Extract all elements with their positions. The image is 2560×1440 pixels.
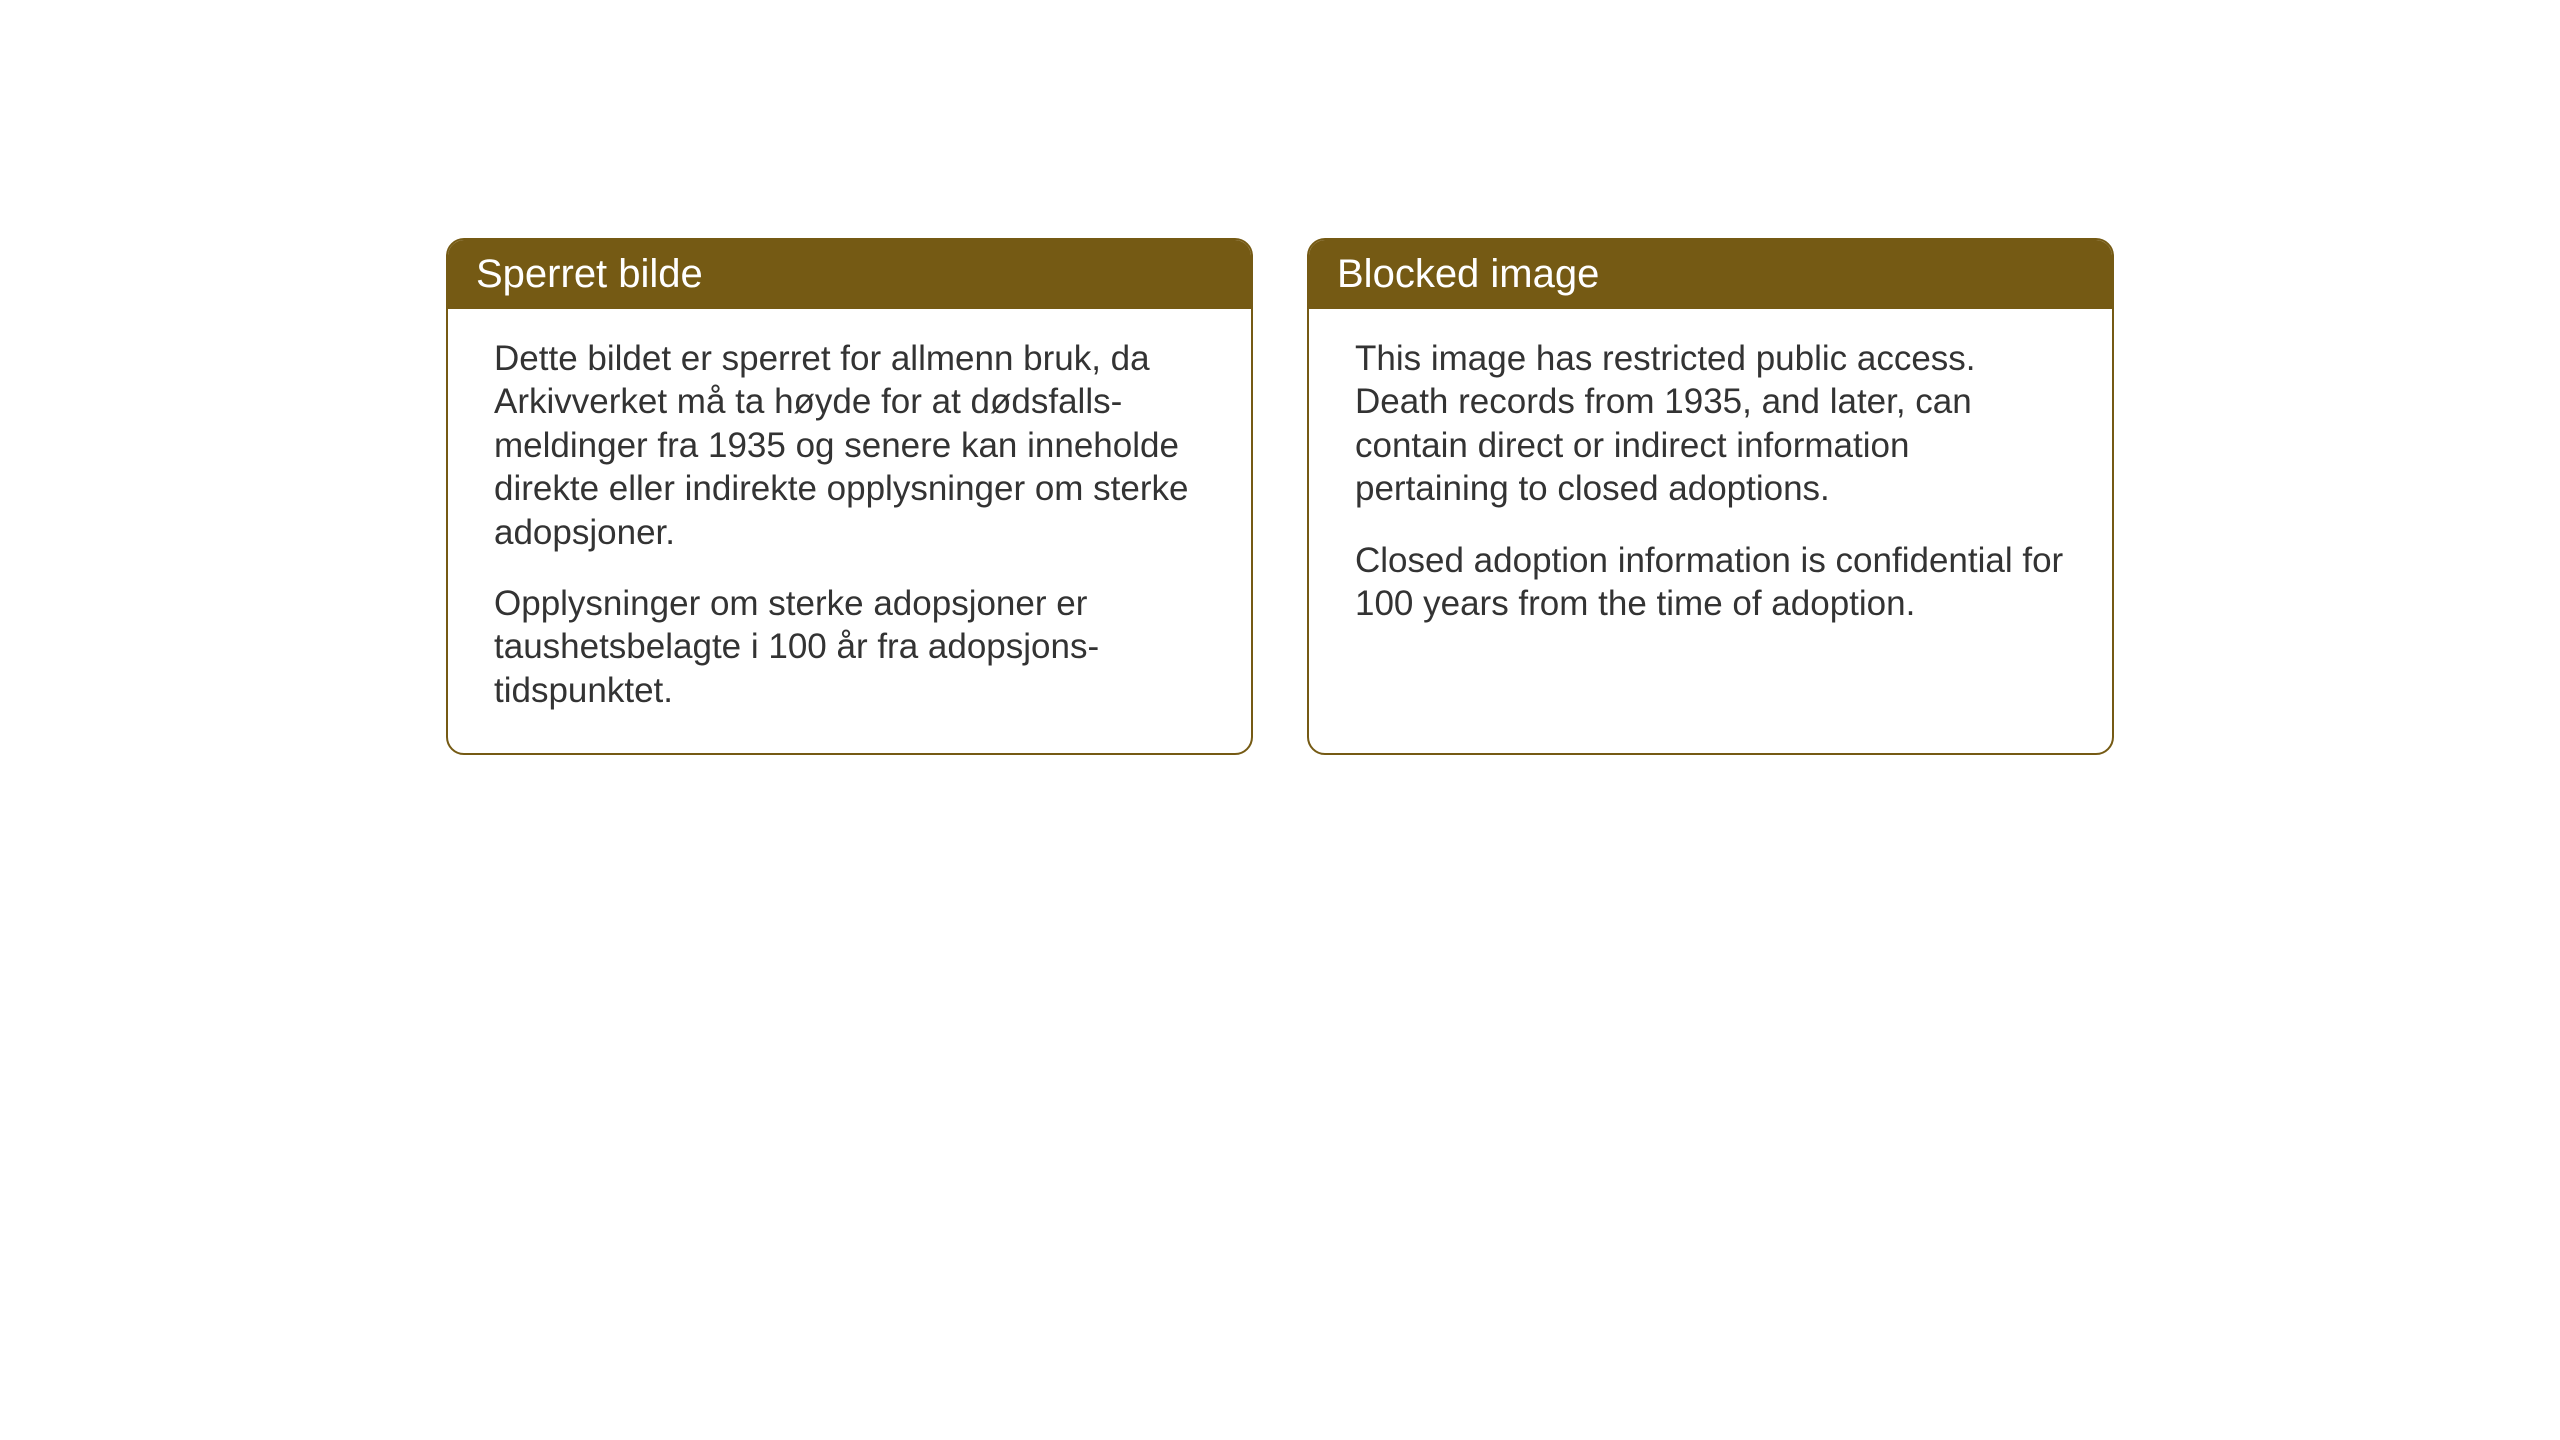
- paragraph-english-2: Closed adoption information is confident…: [1355, 539, 2066, 626]
- card-title-norwegian: Sperret bilde: [476, 252, 703, 296]
- notice-card-english: Blocked image This image has restricted …: [1307, 238, 2114, 755]
- card-header-norwegian: Sperret bilde: [448, 240, 1251, 309]
- paragraph-english-1: This image has restricted public access.…: [1355, 337, 2066, 511]
- paragraph-norwegian-1: Dette bildet er sperret for allmenn bruk…: [494, 337, 1205, 554]
- card-header-english: Blocked image: [1309, 240, 2112, 309]
- paragraph-norwegian-2: Opplysninger om sterke adopsjoner er tau…: [494, 582, 1205, 712]
- card-body-english: This image has restricted public access.…: [1309, 309, 2112, 753]
- card-body-norwegian: Dette bildet er sperret for allmenn bruk…: [448, 309, 1251, 753]
- notice-card-norwegian: Sperret bilde Dette bildet er sperret fo…: [446, 238, 1253, 755]
- notice-container: Sperret bilde Dette bildet er sperret fo…: [446, 238, 2114, 755]
- card-title-english: Blocked image: [1337, 252, 1599, 296]
